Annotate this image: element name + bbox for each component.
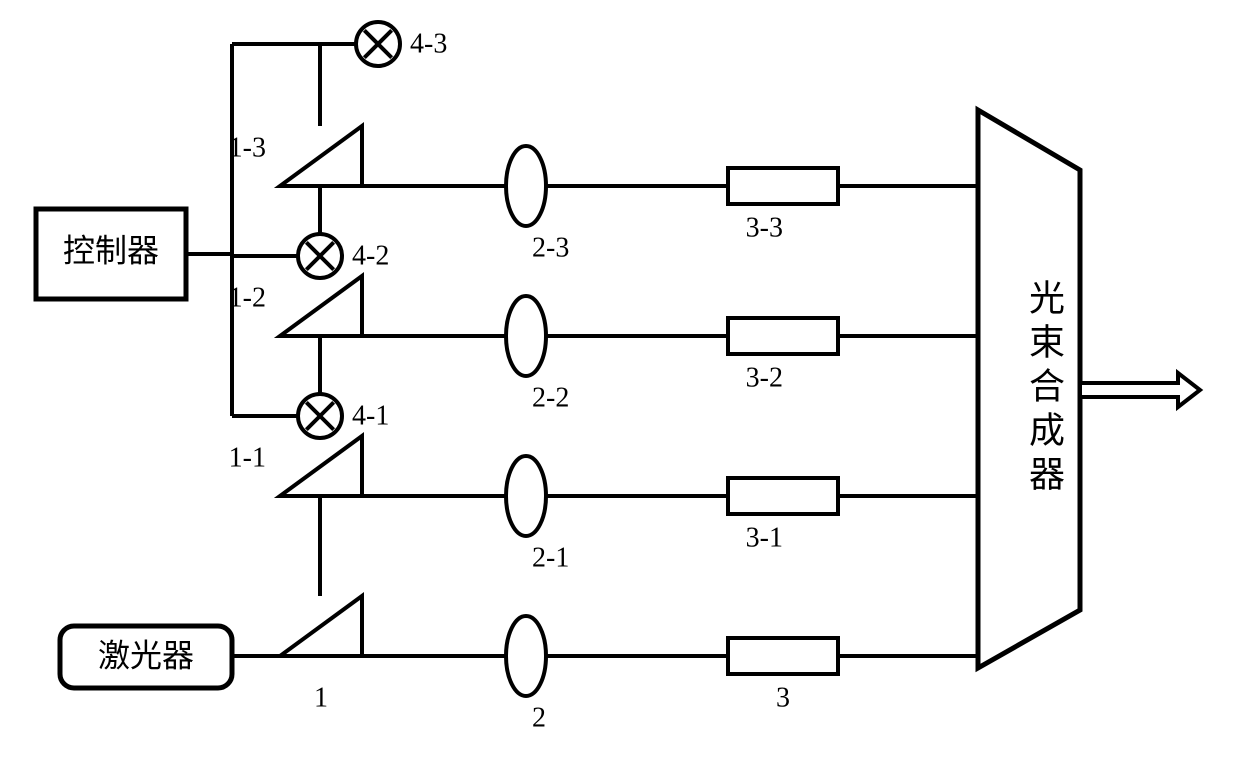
amp-3 <box>728 638 838 674</box>
switch-label-4-3: 4-3 <box>410 28 447 59</box>
lens-2 <box>506 616 546 696</box>
combiner-label-char: 光 <box>1029 278 1065 318</box>
splitter-1 <box>280 596 362 656</box>
lens-label-2-2: 2-2 <box>532 382 569 413</box>
lens-label-2-1: 2-1 <box>532 542 569 573</box>
splitter-label-1-3: 1-3 <box>229 132 266 163</box>
combiner-label-char: 器 <box>1029 454 1065 494</box>
amp-label-3-3: 3-3 <box>746 212 783 243</box>
amp-label-3-1: 3-1 <box>746 522 783 553</box>
laser-label: 激光器 <box>98 637 194 673</box>
switch-label-4-1: 4-1 <box>352 400 389 431</box>
lens-label-2: 2 <box>532 702 546 733</box>
splitter-1-3 <box>280 126 362 186</box>
amp-3-3 <box>728 168 838 204</box>
output-arrow <box>1080 373 1200 407</box>
lens-label-2-3: 2-3 <box>532 232 569 263</box>
splitter-label-1-2: 1-2 <box>229 282 266 313</box>
switch-label-4-2: 4-2 <box>352 240 389 271</box>
amp-label-3-2: 3-2 <box>746 362 783 393</box>
splitter-1-1 <box>280 436 362 496</box>
combiner-label-char: 束 <box>1029 322 1065 362</box>
combiner-label-char: 合 <box>1029 366 1065 406</box>
controller-label: 控制器 <box>63 232 159 268</box>
amp-3-2 <box>728 318 838 354</box>
lens-2-3 <box>506 146 546 226</box>
lens-2-2 <box>506 296 546 376</box>
splitter-label-1-1: 1-1 <box>229 442 266 473</box>
amp-3-1 <box>728 478 838 514</box>
splitter-1-2 <box>280 276 362 336</box>
combiner-label-char: 成 <box>1029 410 1065 450</box>
lens-2-1 <box>506 456 546 536</box>
splitter-label-1: 1 <box>314 682 328 713</box>
amp-label-3: 3 <box>776 682 790 713</box>
